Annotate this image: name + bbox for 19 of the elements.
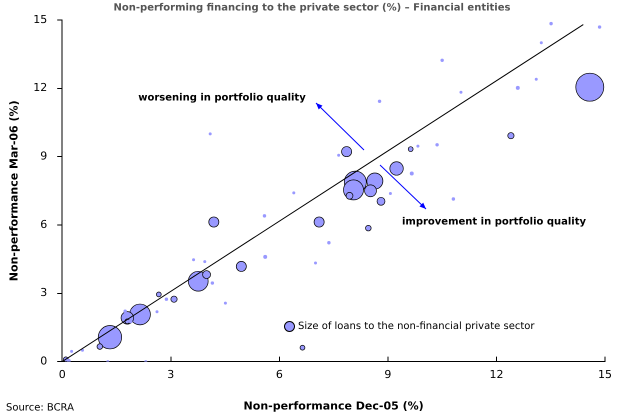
x-tick-label: 6 (276, 368, 283, 382)
y-axis-title: Non-performance Mar-06 (%) (7, 100, 20, 282)
legend-label: Size of loans to the non-financial private sector (298, 320, 534, 332)
y-tick-label: 9 (40, 150, 48, 162)
x-tick-label: 3 (167, 368, 174, 382)
y-tick-label: 15 (33, 12, 48, 26)
y-tick-label: 6 (40, 218, 48, 231)
x-tick-label: 12 (489, 368, 504, 382)
source-note: Source: BCRA (6, 402, 74, 414)
annotation: improvement in portfolio quality (402, 216, 587, 228)
y-tick-label: 0 (40, 354, 48, 368)
annotation: worsening in portfolio quality (138, 92, 306, 104)
y-tick-label: 3 (40, 286, 48, 300)
y-tick-label: 12 (33, 81, 48, 94)
x-axis-title: Non-performance Dec-05 (%) (244, 399, 424, 412)
chart-title: Non-performing financing to the private sector (%) – Financial entities (114, 2, 511, 14)
x-tick-label: 9 (384, 368, 392, 382)
x-tick-label: 0 (58, 368, 66, 382)
x-tick-label: 15 (598, 368, 612, 382)
